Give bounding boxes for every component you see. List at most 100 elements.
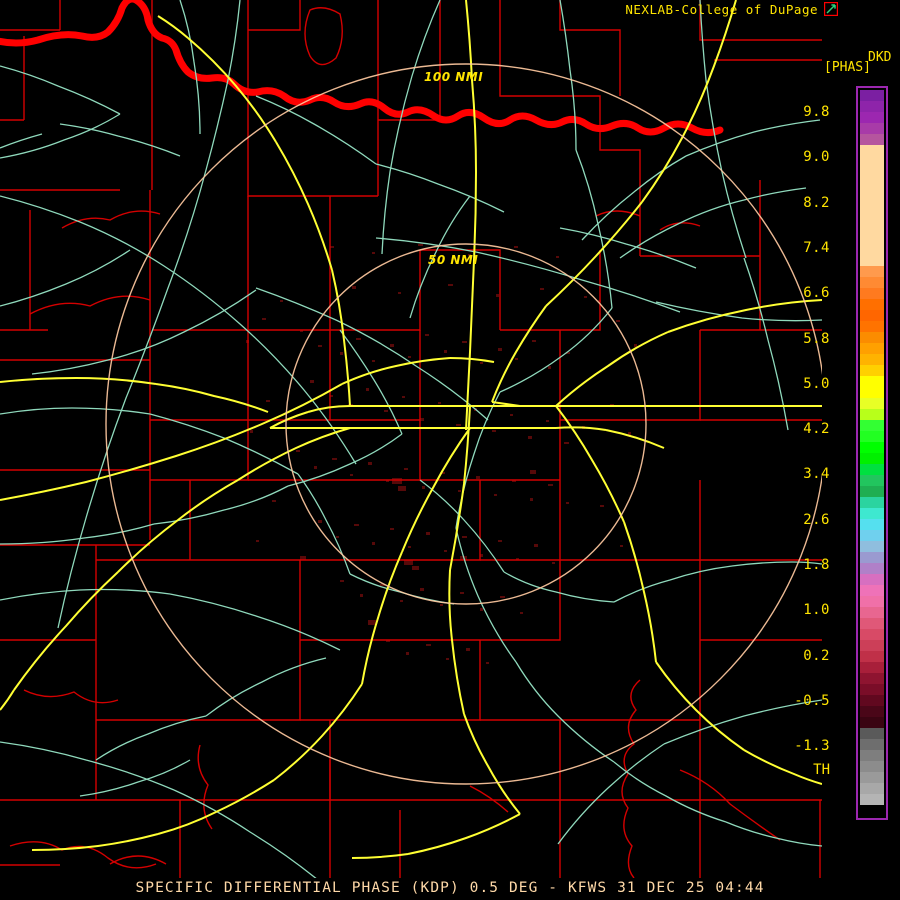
colorbar-tick-2: 8.2: [803, 194, 830, 211]
colorbar-band: [860, 420, 884, 431]
colorbar-tick-12: 0.2: [803, 647, 830, 664]
colorbar-band: [860, 233, 884, 244]
colorbar-band: [860, 739, 884, 750]
colorbar-band: [860, 772, 884, 783]
colorbar-band: [860, 607, 884, 618]
colorbar-band: [860, 310, 884, 321]
colorbar-tick-0: 9.8: [803, 104, 830, 120]
colorbar-band: [860, 387, 884, 398]
colorbar-band: [860, 695, 884, 706]
colorbar-band: [860, 255, 884, 266]
colorbar-band: [860, 442, 884, 453]
colorbar-tick-11: 1.0: [803, 602, 830, 619]
county-boundary-layer: [0, 0, 822, 878]
colorbar-band: [860, 563, 884, 574]
colorbar-tick-8: 3.4: [803, 466, 830, 483]
range-ring-label-50nmi: 50 NMI: [428, 253, 479, 267]
colorbar-band: [860, 783, 884, 794]
colorbar-band: [860, 277, 884, 288]
colorbar-band: [860, 519, 884, 530]
colorbar-band: [860, 222, 884, 233]
colorbar-tick-7: 4.2: [803, 421, 830, 438]
colorbar-band: [860, 189, 884, 200]
highway-layer: [0, 0, 822, 859]
colorbar-band: [860, 618, 884, 629]
colorbar-band: [860, 266, 884, 277]
colorbar-tick-3: 7.4: [803, 239, 830, 256]
colorbar-band: [860, 288, 884, 299]
colorbar-band: [860, 673, 884, 684]
colorbar-tick-14: -1.3: [794, 738, 830, 755]
nexlab-logo-icon: [823, 1, 839, 19]
colorbar-gradient: [860, 90, 884, 816]
colorbar-band: [860, 662, 884, 673]
colorbar-band: [860, 497, 884, 508]
colorbar-tick-9: 2.6: [803, 511, 830, 528]
colorbar-tick-10: 1.8: [803, 557, 830, 573]
range-ring-layer: [105, 63, 822, 785]
colorbar-band: [860, 640, 884, 651]
colorbar-band: [860, 475, 884, 486]
product-title-footer: SPECIFIC DIFFERENTIAL PHASE (KDP) 0.5 DE…: [135, 880, 765, 896]
colorbar-band: [860, 585, 884, 596]
colorbar-band: [860, 178, 884, 189]
state-border-layer: [0, 0, 724, 137]
colorbar-unit-label: [PHAS]: [824, 60, 871, 75]
colorbar-band: [860, 332, 884, 343]
brand-title: NEXLAB-College of DuPage: [625, 2, 818, 17]
colorbar-band: [860, 464, 884, 475]
colorbar-band: [860, 299, 884, 310]
range-ring-100nmi: [105, 63, 822, 785]
colorbar-band: [860, 541, 884, 552]
colorbar-band: [860, 750, 884, 761]
colorbar-band: [860, 717, 884, 728]
colorbar-band: [860, 409, 884, 420]
colorbar-band: [860, 706, 884, 717]
colorbar-band: [860, 200, 884, 211]
colorbar-tick-13: -0.5: [794, 692, 830, 709]
colorbar-band: [860, 343, 884, 354]
map-vector-layer: [0, 0, 822, 878]
colorbar-band: [860, 123, 884, 134]
colorbar-band: [860, 431, 884, 442]
colorbar-tick-6: 5.0: [803, 375, 830, 392]
colorbar-band: [860, 508, 884, 519]
colorbar-band: [860, 244, 884, 255]
colorbar-band: [860, 101, 884, 112]
colorbar-band: [860, 398, 884, 409]
river-layer: [0, 0, 822, 878]
colorbar-tick-1: 9.0: [803, 149, 830, 166]
colorbar-band: [860, 761, 884, 772]
range-ring-label-100nmi: 100 NMI: [424, 70, 484, 84]
colorbar-band: [860, 794, 884, 805]
colorbar-tick-5: 5.8: [803, 330, 830, 347]
colorbar-band: [860, 684, 884, 695]
colorbar-band: [860, 376, 884, 387]
radar-map-panel[interactable]: 100 NMI 50 NMI: [0, 0, 822, 878]
colorbar-band: [860, 145, 884, 156]
colorbar-band: [860, 728, 884, 739]
colorbar-band: [860, 134, 884, 145]
colorbar-band: [860, 805, 884, 816]
colorbar-band: [860, 90, 884, 101]
colorbar-band: [860, 211, 884, 222]
range-ring-50nmi: [285, 243, 647, 605]
colorbar[interactable]: [856, 86, 890, 822]
colorbar-band: [860, 629, 884, 640]
colorbar-band: [860, 112, 884, 123]
colorbar-band: [860, 651, 884, 662]
colorbar-band: [860, 354, 884, 365]
colorbar-band: [860, 486, 884, 497]
colorbar-band: [860, 596, 884, 607]
colorbar-band: [860, 321, 884, 332]
colorbar-product-label: DKD: [868, 50, 892, 65]
colorbar-threshold-label: TH: [813, 762, 830, 778]
colorbar-band: [860, 574, 884, 585]
colorbar-band: [860, 453, 884, 464]
colorbar-band: [860, 530, 884, 541]
colorbar-band: [860, 365, 884, 376]
colorbar-band: [860, 156, 884, 167]
colorbar-band: [860, 552, 884, 563]
colorbar-band: [860, 167, 884, 178]
